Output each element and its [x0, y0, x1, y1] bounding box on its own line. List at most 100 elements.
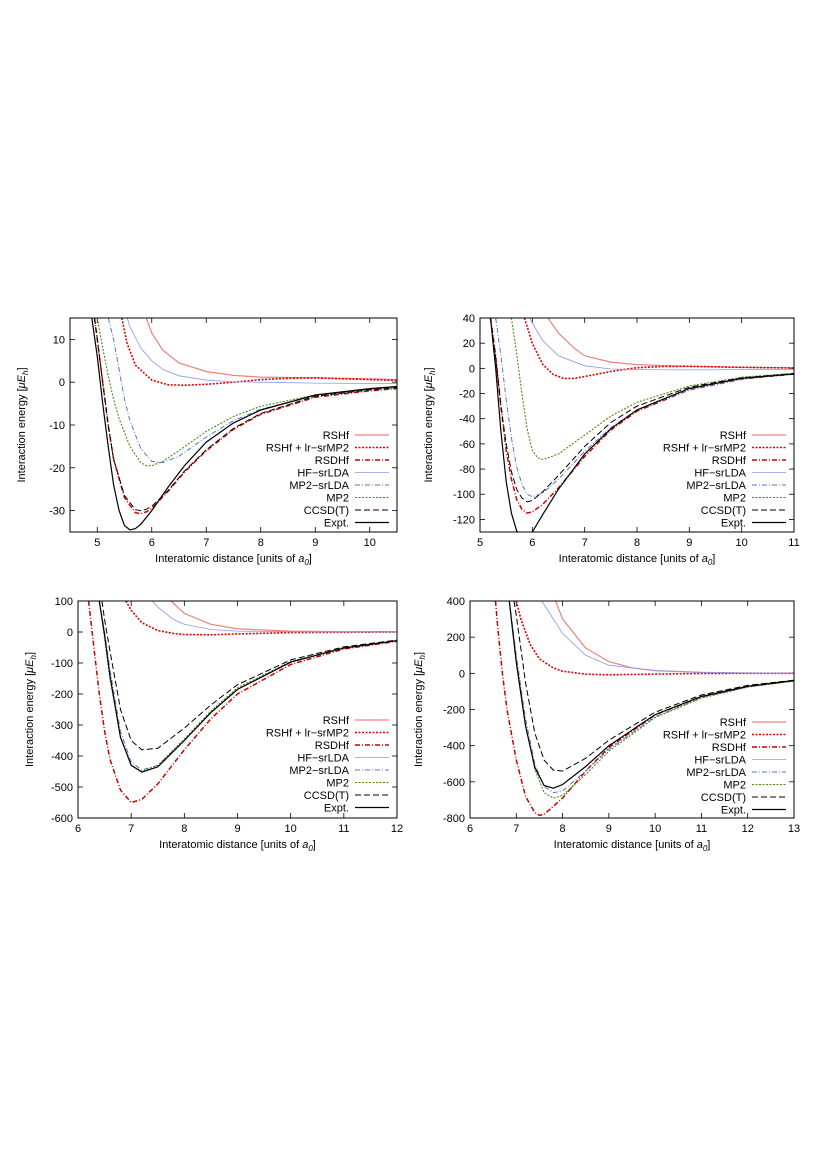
legend-label: MP2−srLDA: [686, 767, 746, 779]
series-line-hf-srlda: [126, 318, 397, 384]
x-tick-label: 9: [686, 537, 692, 549]
series-line-mp2-srlda: [495, 318, 794, 498]
series-line-expt-: [508, 601, 794, 789]
y-tick-label: -300: [51, 720, 73, 732]
legend-label: MP2: [326, 778, 349, 790]
series-line-rsdhf: [93, 318, 397, 515]
x-tick-label: 6: [149, 537, 155, 549]
y-tick-label: 0: [459, 668, 465, 680]
y-tick-label: -100: [51, 658, 73, 670]
y-tick-label: -200: [51, 689, 73, 701]
x-tick-label: 9: [606, 823, 612, 835]
plot-frame: [469, 600, 795, 819]
y-tick-label: 200: [447, 632, 465, 644]
legend-label: Expt.: [721, 805, 746, 817]
y-tick-label: 400: [447, 596, 465, 608]
series-line-rsdhf: [489, 318, 794, 514]
series-line-ccsd-t-: [490, 318, 794, 503]
series-line-ccsd-t-: [94, 318, 397, 512]
y-tick-label: -100: [453, 489, 475, 501]
x-axis-label: Interatomic distance [units of a0]: [159, 839, 316, 853]
legend-label: RSHf + lr−srMP2: [266, 728, 349, 740]
chart-panel-2: 5 6 7 8 9 10 11-120-100-80-60-40-2002040RSHfRS…: [423, 313, 800, 567]
series-line-mp2: [96, 318, 397, 467]
series-line-hf-srlda: [152, 601, 397, 633]
x-tick-label: 12: [742, 823, 754, 835]
chart-panel-3: 6 7 8 9 10 11 12 -600 -500 -400 -300 -200 -100 0 100 RS…: [24, 596, 403, 853]
series-line-hf-srlda: [529, 318, 794, 371]
y-axis-label: Interaction energy [μEh]: [413, 652, 427, 767]
plot-frame: [69, 317, 398, 533]
x-tick-label: 8: [560, 823, 566, 835]
legend-label: MP2−srLDA: [289, 480, 349, 492]
y-axis-label: Interaction energy [μEh]: [16, 367, 30, 482]
legend-label: CCSD(T): [304, 790, 349, 802]
legend-label: RSDHf: [315, 740, 350, 752]
legend-label: RSDHf: [315, 455, 350, 467]
x-tick-label: 11: [788, 537, 799, 549]
y-tick-label: -30: [49, 506, 65, 518]
y-tick-label: -600: [51, 813, 73, 825]
legend-label: RSHf + lr−srMP2: [663, 443, 746, 455]
y-tick-label: 20: [463, 338, 475, 350]
y-tick-label: -20: [459, 389, 475, 401]
x-tick-label: 6: [75, 823, 81, 835]
series-line-expt-: [98, 601, 397, 773]
series-line-rsdhf: [494, 601, 794, 817]
series-line-rshf: [145, 318, 397, 381]
legend-label: MP2: [723, 780, 746, 792]
series-line-rshf: [555, 601, 794, 674]
series-line-expt-: [91, 318, 397, 531]
y-tick-label: -20: [49, 463, 65, 475]
series-line-rshf-lr-srmp2: [515, 601, 794, 676]
x-tick-label: 7: [513, 823, 519, 835]
x-tick-label: 12: [391, 823, 403, 835]
y-tick-label: -40: [459, 414, 475, 426]
series-line-rshf-lr-srmp2: [125, 601, 397, 636]
legend-label: CCSD(T): [701, 792, 746, 804]
series-line-mp2-srlda: [98, 601, 397, 771]
legend-label: RSHf: [323, 715, 350, 727]
y-tick-label: -400: [51, 751, 73, 763]
legend-label: MP2−srLDA: [289, 765, 349, 777]
x-tick-label: 10: [649, 823, 661, 835]
y-tick-label: 0: [67, 627, 73, 639]
x-tick-label: 5: [477, 537, 483, 549]
y-tick-label: -10: [49, 420, 65, 432]
y-tick-label: -500: [51, 782, 73, 794]
x-tick-label: 8: [181, 823, 187, 835]
y-tick-label: -80: [459, 464, 475, 476]
series-line-rsdhf: [87, 601, 397, 804]
x-tick-label: 6: [467, 823, 473, 835]
series-line-ccsd-t-: [101, 601, 397, 751]
x-axis-label: Interatomic distance [units of a0]: [554, 839, 711, 853]
legend-label: CCSD(T): [304, 505, 349, 517]
chart-panel-4: 6 7 8 9 10 11 12 13-800-600-400-2000200400RSHfR…: [413, 596, 800, 853]
y-tick-label: 40: [463, 313, 475, 325]
x-axis-label: Interatomic distance [units of a0]: [559, 553, 716, 567]
legend-label: RSDHf: [712, 455, 747, 467]
y-tick-label: -60: [459, 439, 475, 451]
legend-label: RSDHf: [712, 742, 747, 754]
series-line-mp2: [98, 601, 397, 773]
legend-label: HF−srLDA: [297, 753, 349, 765]
x-tick-label: 8: [258, 537, 264, 549]
legend-label: Expt.: [324, 803, 349, 815]
y-tick-label: -800: [443, 813, 465, 825]
series-line-rshf-lr-srmp2: [523, 318, 794, 380]
x-tick-label: 10: [364, 537, 376, 549]
legend-label: HF−srLDA: [297, 468, 349, 480]
series-line-rshf: [547, 318, 794, 369]
x-tick-label: 9: [312, 537, 318, 549]
y-tick-label: -600: [443, 777, 465, 789]
y-tick-label: 100: [55, 596, 73, 608]
legend-label: MP2: [326, 493, 349, 505]
x-tick-label: 10: [736, 537, 748, 549]
y-axis-label: Interaction energy [μEh]: [423, 367, 437, 482]
y-tick-label: -400: [443, 741, 465, 753]
legend-label: RSHf + lr−srMP2: [663, 730, 746, 742]
